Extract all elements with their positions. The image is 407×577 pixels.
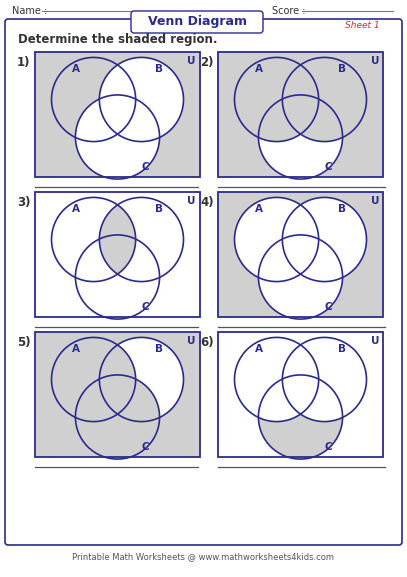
Text: 4): 4) — [200, 196, 214, 209]
Text: Name :: Name : — [12, 6, 47, 16]
Bar — [218, 192, 383, 317]
Bar — [35, 192, 200, 317]
Circle shape — [282, 338, 366, 422]
Bar — [35, 192, 200, 317]
Text: A: A — [72, 64, 80, 74]
Bar — [218, 192, 383, 317]
Bar — [35, 52, 200, 177]
Circle shape — [75, 375, 160, 459]
Text: A: A — [72, 344, 80, 354]
Text: B: B — [155, 64, 163, 74]
Bar — [218, 332, 383, 457]
Text: Venn Diagram: Venn Diagram — [147, 16, 247, 28]
Text: 2): 2) — [200, 56, 214, 69]
Text: Printable Math Worksheets @ www.mathworksheets4kids.com: Printable Math Worksheets @ www.mathwork… — [72, 553, 334, 561]
Circle shape — [52, 338, 136, 422]
Text: U: U — [188, 196, 196, 206]
Text: A: A — [255, 204, 263, 214]
Circle shape — [258, 235, 343, 319]
Circle shape — [99, 338, 184, 422]
Bar — [218, 332, 383, 457]
Text: C: C — [141, 443, 149, 452]
Text: 3): 3) — [17, 196, 31, 209]
Text: 6): 6) — [200, 336, 214, 349]
Text: C: C — [324, 443, 332, 452]
Text: Score :: Score : — [272, 6, 306, 16]
Text: Sheet 1: Sheet 1 — [346, 21, 380, 31]
Text: U: U — [370, 196, 379, 206]
Text: U: U — [370, 56, 379, 66]
Text: B: B — [155, 204, 163, 214]
Circle shape — [234, 58, 319, 141]
Text: B: B — [338, 344, 346, 354]
Text: B: B — [338, 204, 346, 214]
Text: 1): 1) — [17, 56, 31, 69]
Text: 5): 5) — [17, 336, 31, 349]
Circle shape — [282, 197, 366, 282]
Bar — [35, 332, 200, 457]
Text: C: C — [324, 302, 332, 312]
FancyBboxPatch shape — [131, 11, 263, 33]
Bar — [218, 332, 383, 457]
Text: C: C — [141, 302, 149, 312]
Circle shape — [258, 95, 343, 179]
Circle shape — [99, 58, 184, 141]
Circle shape — [52, 197, 136, 282]
Text: B: B — [155, 344, 163, 354]
Text: A: A — [72, 204, 80, 214]
Text: U: U — [188, 56, 196, 66]
Text: U: U — [370, 336, 379, 346]
Bar — [35, 52, 200, 177]
Text: B: B — [338, 64, 346, 74]
Text: A: A — [255, 64, 263, 74]
FancyBboxPatch shape — [5, 19, 402, 545]
Text: A: A — [255, 344, 263, 354]
Bar — [35, 332, 200, 457]
Text: Determine the shaded region.: Determine the shaded region. — [18, 33, 217, 47]
Circle shape — [258, 375, 343, 459]
Text: U: U — [188, 336, 196, 346]
Bar — [218, 52, 383, 177]
Text: C: C — [324, 162, 332, 173]
Bar — [35, 192, 200, 317]
Text: C: C — [141, 162, 149, 173]
Circle shape — [234, 338, 319, 422]
Circle shape — [234, 197, 319, 282]
Circle shape — [282, 58, 366, 141]
Bar — [218, 52, 383, 177]
Circle shape — [75, 95, 160, 179]
